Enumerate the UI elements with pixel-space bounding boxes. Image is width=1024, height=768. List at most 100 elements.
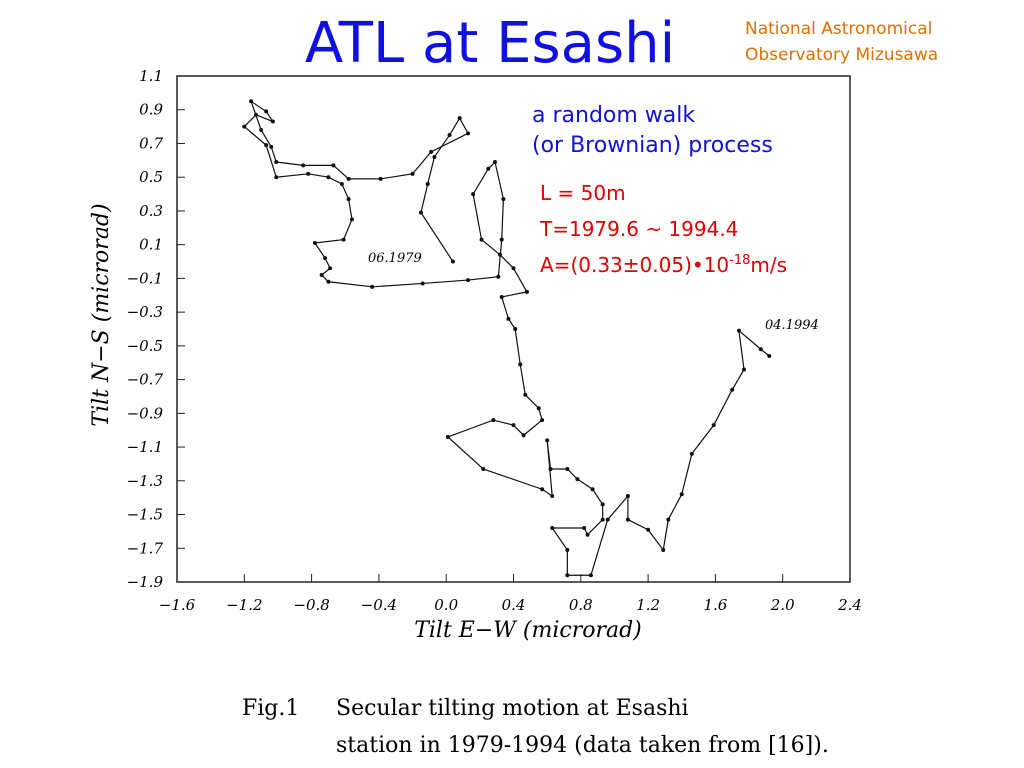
point: [264, 109, 269, 114]
point: [736, 328, 741, 333]
point: [666, 517, 671, 522]
x-tick-label: 2.0: [770, 596, 795, 614]
point: [524, 289, 529, 294]
organization: National Astronomical: [745, 19, 932, 39]
slide-title: ATL at Esashi: [305, 11, 675, 76]
y-tick-label: −1.9: [127, 573, 164, 591]
x-tick-label: 2.4: [837, 596, 862, 614]
point: [492, 160, 497, 165]
y-tick-label: −0.3: [127, 303, 163, 321]
point: [565, 466, 570, 471]
y-tick-label: 0.1: [139, 236, 163, 254]
point: [605, 517, 610, 522]
point: [585, 532, 590, 537]
point: [312, 240, 317, 245]
point: [523, 392, 528, 397]
point: [661, 547, 666, 552]
annotation: 06.1979: [368, 251, 422, 266]
y-tick-label: −0.9: [127, 404, 164, 422]
point: [447, 133, 452, 138]
point: [730, 387, 735, 392]
point: [588, 573, 593, 578]
point: [590, 487, 595, 492]
organization: Observatory Mizusawa: [745, 45, 938, 65]
x-tick-label: 0.0: [434, 596, 458, 614]
point: [319, 273, 324, 278]
point: [346, 197, 351, 202]
x-tick-label: 0.4: [502, 596, 526, 614]
point: [575, 477, 580, 482]
y-tick-label: 1.1: [139, 67, 163, 85]
y-tick-label: −0.1: [127, 269, 163, 287]
x-tick-label: −0.4: [361, 596, 397, 614]
point: [518, 362, 523, 367]
point: [301, 163, 306, 168]
parameter: T=1979.6 ~ 1994.4: [539, 217, 738, 241]
point: [445, 434, 450, 439]
x-tick-label: −1.6: [159, 596, 196, 614]
caption: Secular tilting motion at Esashi: [336, 696, 689, 721]
point: [349, 217, 354, 222]
point: [742, 367, 747, 372]
x-tick-label: 1.2: [636, 596, 660, 614]
point: [457, 116, 462, 121]
point: [486, 166, 491, 171]
point: [767, 353, 772, 358]
point: [540, 487, 545, 492]
point: [536, 406, 541, 411]
y-tick-label: 0.9: [139, 101, 163, 119]
y-tick-label: −1.3: [127, 472, 163, 490]
point: [432, 154, 437, 159]
point: [565, 547, 570, 552]
point: [269, 144, 274, 149]
point: [711, 423, 716, 428]
point: [600, 502, 605, 507]
point: [540, 418, 545, 423]
point: [565, 573, 570, 578]
point: [328, 266, 333, 271]
y-tick-label: −0.7: [127, 371, 164, 389]
point: [410, 171, 415, 176]
point: [550, 526, 555, 531]
unit: m/s: [750, 253, 787, 277]
point: [479, 237, 484, 242]
x-axis-label: Tilt E−W (microrad): [414, 618, 642, 643]
point: [259, 127, 264, 132]
point: [548, 466, 553, 471]
point: [511, 266, 516, 271]
point: [341, 237, 346, 242]
point: [481, 466, 486, 471]
point: [378, 176, 383, 181]
point: [471, 192, 476, 197]
y-tick-label: 0.5: [139, 168, 163, 186]
point: [242, 124, 247, 129]
point: [545, 438, 550, 443]
point: [249, 99, 254, 104]
point: [326, 175, 331, 180]
point: [323, 256, 328, 261]
x-tick-label: 0.8: [569, 596, 593, 614]
point: [306, 171, 311, 176]
point: [346, 176, 351, 181]
point: [499, 294, 504, 299]
point: [550, 493, 555, 498]
point: [625, 517, 630, 522]
point: [646, 527, 651, 532]
point: [331, 163, 336, 168]
point: [679, 492, 684, 497]
point: [625, 493, 630, 498]
point: [429, 149, 434, 154]
caption: station in 1979-1994 (data taken from [1…: [336, 733, 829, 758]
point: [264, 143, 269, 148]
trajectory: [243, 99, 770, 576]
y-tick-label: 0.3: [139, 202, 163, 220]
note: (or Brownian) process: [532, 133, 773, 158]
parameter: L = 50m: [540, 181, 626, 205]
point: [425, 181, 430, 186]
point: [511, 423, 516, 428]
point: [274, 160, 279, 165]
point: [466, 278, 471, 283]
point: [521, 433, 526, 438]
point: [498, 252, 503, 257]
